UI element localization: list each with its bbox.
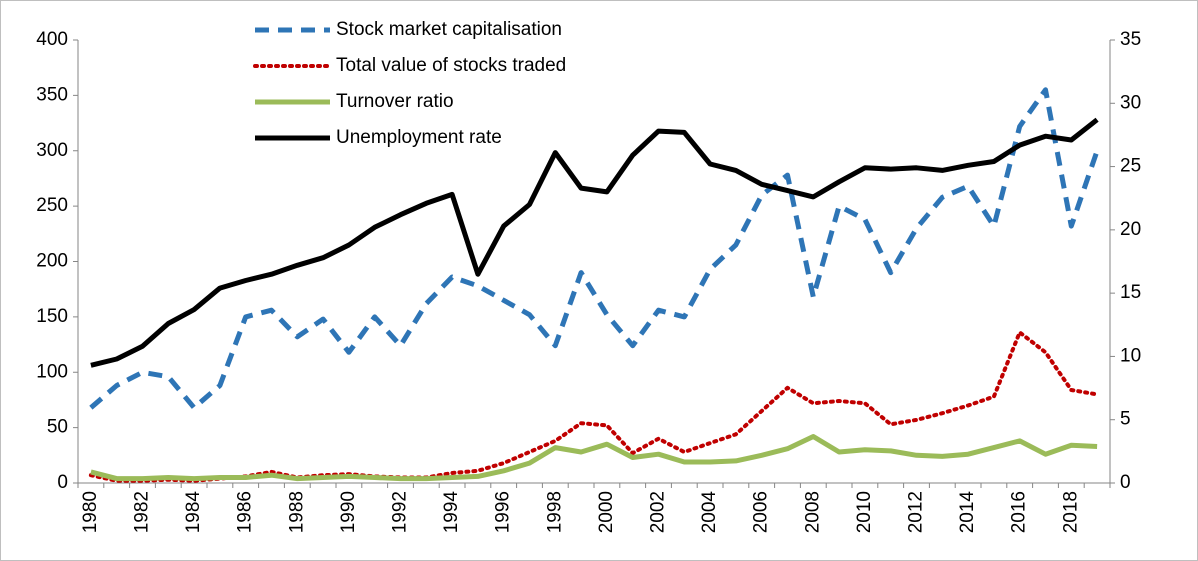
x-tick-label: 1992 — [390, 491, 411, 533]
legend-label: Unemployment rate — [336, 127, 502, 148]
x-tick-label: 2006 — [751, 491, 772, 533]
x-tick-label: 1994 — [441, 491, 462, 534]
x-tick-label: 1990 — [338, 491, 359, 533]
y2-tick-label: 0 — [1120, 472, 1131, 493]
legend-label: Total value of stocks traded — [336, 55, 566, 76]
y2-tick-label: 35 — [1120, 29, 1141, 50]
y-tick-label: 150 — [36, 306, 68, 327]
series-line — [90, 434, 1098, 482]
x-tick-label: 1998 — [544, 491, 565, 533]
x-tick-label: 2010 — [854, 491, 875, 533]
x-tick-label: 2004 — [699, 491, 720, 534]
y-tick-label: 300 — [36, 140, 68, 161]
y2-tick-label: 25 — [1120, 156, 1141, 177]
x-tick-label: 2016 — [1009, 491, 1030, 533]
x-tick-label: 2000 — [596, 491, 617, 533]
y-tick-label: 250 — [36, 195, 68, 216]
series-line — [89, 87, 1100, 411]
y2-tick-label: 20 — [1120, 219, 1141, 240]
x-tick-label: 1982 — [132, 491, 153, 533]
y2-tick-label: 30 — [1120, 92, 1141, 113]
y-tick-label: 200 — [36, 251, 68, 272]
x-tick-label: 1988 — [286, 491, 307, 533]
y2-tick-label: 10 — [1120, 345, 1141, 366]
y-tick-label: 0 — [57, 472, 68, 493]
x-tick-label: 2014 — [957, 491, 978, 534]
x-tick-label: 2008 — [802, 491, 823, 533]
y-tick-label: 400 — [36, 29, 68, 50]
y-tick-label: 350 — [36, 84, 68, 105]
legend-label: Turnover ratio — [336, 91, 454, 112]
x-tick-label: 1984 — [183, 491, 204, 534]
x-tick-label: 1986 — [235, 491, 256, 533]
legend-label: Stock market capitalisation — [336, 19, 562, 40]
x-tick-label: 2012 — [906, 491, 927, 533]
x-tick-label: 2018 — [1060, 491, 1081, 533]
x-tick-label: 1980 — [80, 491, 101, 533]
series-line — [90, 117, 1099, 368]
y2-tick-label: 5 — [1120, 409, 1131, 430]
x-tick-label: 1996 — [493, 491, 514, 533]
y-tick-label: 100 — [36, 361, 68, 382]
x-tick-label: 2002 — [648, 491, 669, 533]
y-tick-label: 50 — [47, 417, 68, 438]
y2-tick-label: 15 — [1120, 282, 1141, 303]
